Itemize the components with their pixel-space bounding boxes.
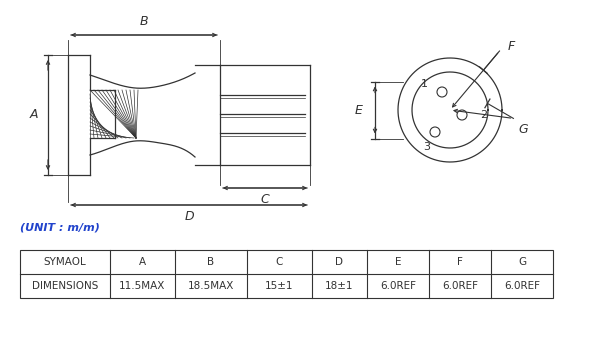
Text: D: D (184, 210, 194, 223)
Text: 11.5MAX: 11.5MAX (120, 281, 166, 291)
Text: A: A (139, 257, 146, 267)
Text: A: A (30, 109, 38, 121)
Text: C: C (260, 193, 269, 206)
Text: 15±1: 15±1 (265, 281, 294, 291)
Text: 6.0REF: 6.0REF (504, 281, 540, 291)
Text: D: D (336, 257, 343, 267)
Bar (20, 250, 553, 298)
Text: 18±1: 18±1 (325, 281, 354, 291)
Text: E: E (395, 257, 401, 267)
Text: G: G (518, 257, 526, 267)
Text: 18.5MAX: 18.5MAX (188, 281, 234, 291)
Text: 3: 3 (423, 142, 430, 152)
Text: G: G (519, 124, 528, 136)
Text: F: F (457, 257, 463, 267)
Text: 6.0REF: 6.0REF (442, 281, 478, 291)
Text: E: E (355, 103, 363, 117)
Text: B: B (207, 257, 214, 267)
Text: (UNIT : m/m): (UNIT : m/m) (20, 222, 100, 232)
Text: C: C (276, 257, 283, 267)
Text: F: F (507, 40, 515, 53)
Text: 6.0REF: 6.0REF (380, 281, 416, 291)
Text: SYMAOL: SYMAOL (44, 257, 86, 267)
Text: B: B (140, 15, 149, 28)
Text: 1: 1 (420, 79, 427, 89)
Text: DIMENSIONS: DIMENSIONS (32, 281, 98, 291)
Text: 2: 2 (481, 110, 488, 120)
